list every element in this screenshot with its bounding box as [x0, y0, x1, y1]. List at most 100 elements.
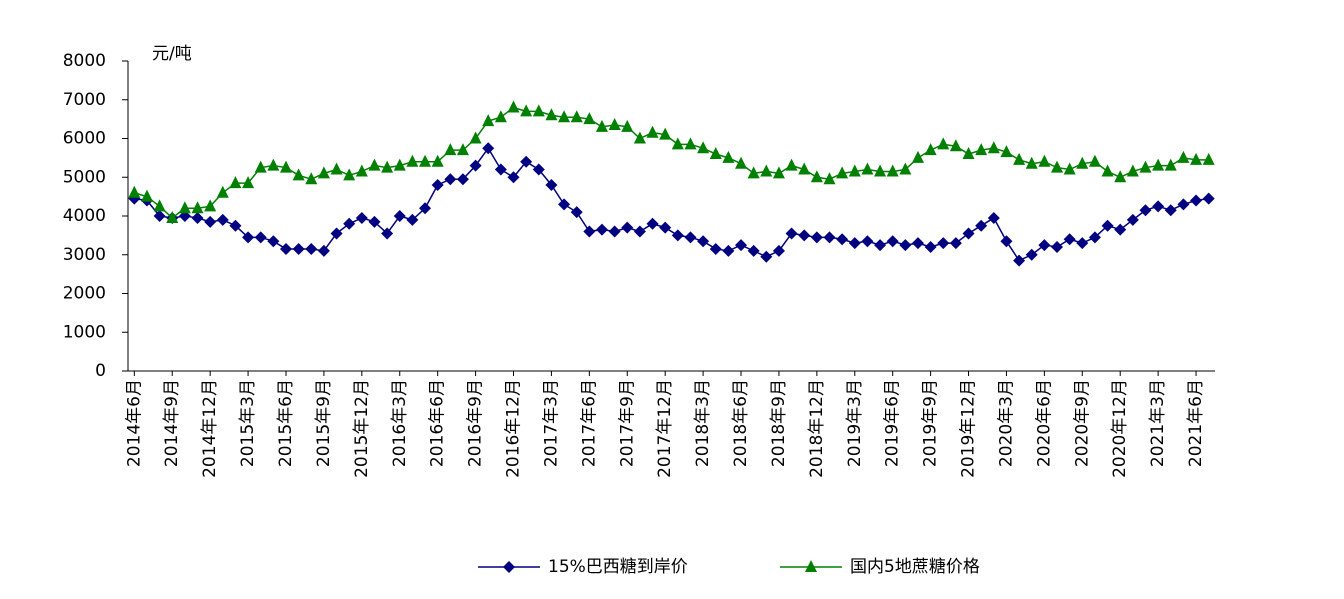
- x-tick-label: 2020年3月: [996, 379, 1016, 467]
- diamond-marker: [456, 173, 469, 186]
- triangle-marker: [608, 117, 621, 130]
- diamond-marker: [1013, 254, 1026, 267]
- diamond-marker: [735, 239, 748, 252]
- diamond-marker: [520, 155, 533, 168]
- diamond-marker: [886, 235, 899, 248]
- x-tick-label: 2014年9月: [162, 379, 182, 467]
- x-tick-label: 2017年9月: [617, 379, 637, 467]
- triangle-marker: [444, 143, 457, 156]
- triangle-marker: [431, 154, 444, 167]
- triangle-marker: [532, 104, 545, 117]
- triangle-marker: [684, 137, 697, 150]
- triangle-marker: [128, 185, 141, 198]
- diamond-marker: [760, 250, 773, 263]
- triangle-marker: [393, 158, 406, 171]
- diamond-marker: [810, 231, 823, 244]
- triangle-marker: [558, 110, 571, 123]
- x-tick-label: 2019年9月: [921, 379, 941, 467]
- diamond-marker: [482, 142, 495, 155]
- triangle-marker: [1101, 164, 1114, 177]
- x-tick-label: 2017年12月: [655, 379, 675, 478]
- x-tick-label: 2020年6月: [1034, 379, 1054, 467]
- diamond-marker: [1164, 204, 1177, 217]
- triangle-marker: [1177, 150, 1190, 163]
- diamond-marker: [406, 213, 419, 226]
- triangle-marker: [659, 127, 672, 140]
- diamond-marker: [848, 237, 861, 250]
- x-tick-label: 2016年6月: [428, 379, 448, 467]
- diamond-marker: [1025, 248, 1038, 261]
- triangle-marker: [305, 172, 318, 185]
- diamond-marker: [874, 239, 887, 252]
- y-tick-label: 5000: [63, 167, 106, 187]
- triangle-marker: [1025, 156, 1038, 169]
- y-axis-label: 元/吨: [152, 44, 192, 64]
- x-tick-label: 2021年6月: [1186, 379, 1206, 467]
- diamond-marker: [494, 163, 507, 176]
- triangle-marker: [178, 201, 191, 214]
- x-tick-label: 2015年9月: [314, 379, 334, 467]
- legend-label: 国内5地蔗糖价格: [850, 557, 980, 577]
- diamond-marker: [937, 237, 950, 250]
- diamond-marker: [242, 231, 255, 244]
- triangle-marker: [785, 158, 798, 171]
- triangle-marker: [1000, 145, 1013, 158]
- diamond-marker: [229, 219, 242, 232]
- triangle-marker: [1013, 152, 1026, 165]
- diamond-marker: [861, 235, 874, 248]
- triangle-marker: [633, 131, 646, 144]
- triangle-marker: [621, 119, 634, 132]
- triangle-marker: [1190, 152, 1203, 165]
- triangle-marker: [747, 166, 760, 179]
- diamond-marker: [153, 210, 166, 222]
- y-tick-label: 2000: [63, 284, 106, 304]
- diamond-marker: [975, 219, 988, 232]
- triangle-marker: [153, 199, 166, 212]
- diamond-marker: [1126, 213, 1139, 226]
- x-tick-label: 2014年12月: [200, 379, 220, 478]
- x-tick-label: 2018年12月: [807, 379, 827, 478]
- triangle-marker: [1152, 158, 1165, 171]
- y-tick-label: 8000: [63, 51, 106, 71]
- triangle-marker: [772, 166, 785, 179]
- triangle-marker: [697, 141, 710, 154]
- triangle-marker: [911, 150, 924, 163]
- triangle-marker: [330, 162, 343, 175]
- diamond-marker: [671, 229, 684, 242]
- triangle-marker: [886, 164, 899, 177]
- triangle-marker: [204, 199, 217, 212]
- diamond-marker: [595, 223, 608, 236]
- diamond-marker: [305, 242, 318, 255]
- triangle-marker: [1051, 160, 1064, 173]
- triangle-marker: [317, 166, 330, 179]
- diamond-marker: [1088, 231, 1101, 244]
- diamond-marker: [1051, 241, 1064, 253]
- triangle-marker: [823, 172, 836, 185]
- x-tick-label: 2018年3月: [693, 379, 713, 467]
- diamond-marker: [330, 227, 343, 240]
- x-tick-label: 2016年12月: [504, 379, 524, 478]
- diamond-marker: [503, 561, 515, 573]
- diamond-marker: [1202, 192, 1215, 205]
- diamond-marker: [343, 217, 356, 230]
- triangle-marker: [962, 147, 975, 159]
- diamond-marker: [570, 206, 583, 219]
- triangle-marker: [419, 154, 432, 167]
- diamond-marker: [393, 210, 406, 222]
- y-tick-label: 3000: [63, 245, 106, 265]
- legend-label: 15%巴西糖到岸价: [548, 557, 688, 577]
- diamond-marker: [747, 244, 760, 257]
- diamond-marker: [684, 231, 697, 244]
- triangle-marker: [1038, 154, 1051, 167]
- diamond-marker: [1152, 200, 1165, 213]
- diamond-marker: [987, 211, 1000, 224]
- diamond-marker: [317, 244, 330, 257]
- triangle-marker: [805, 560, 817, 572]
- diamond-marker: [191, 211, 204, 224]
- triangle-marker: [242, 176, 255, 189]
- triangle-marker: [355, 164, 368, 177]
- x-tick-label: 2015年3月: [238, 379, 258, 467]
- triangle-marker: [368, 158, 381, 171]
- triangle-marker: [494, 110, 507, 123]
- triangle-marker: [810, 170, 823, 183]
